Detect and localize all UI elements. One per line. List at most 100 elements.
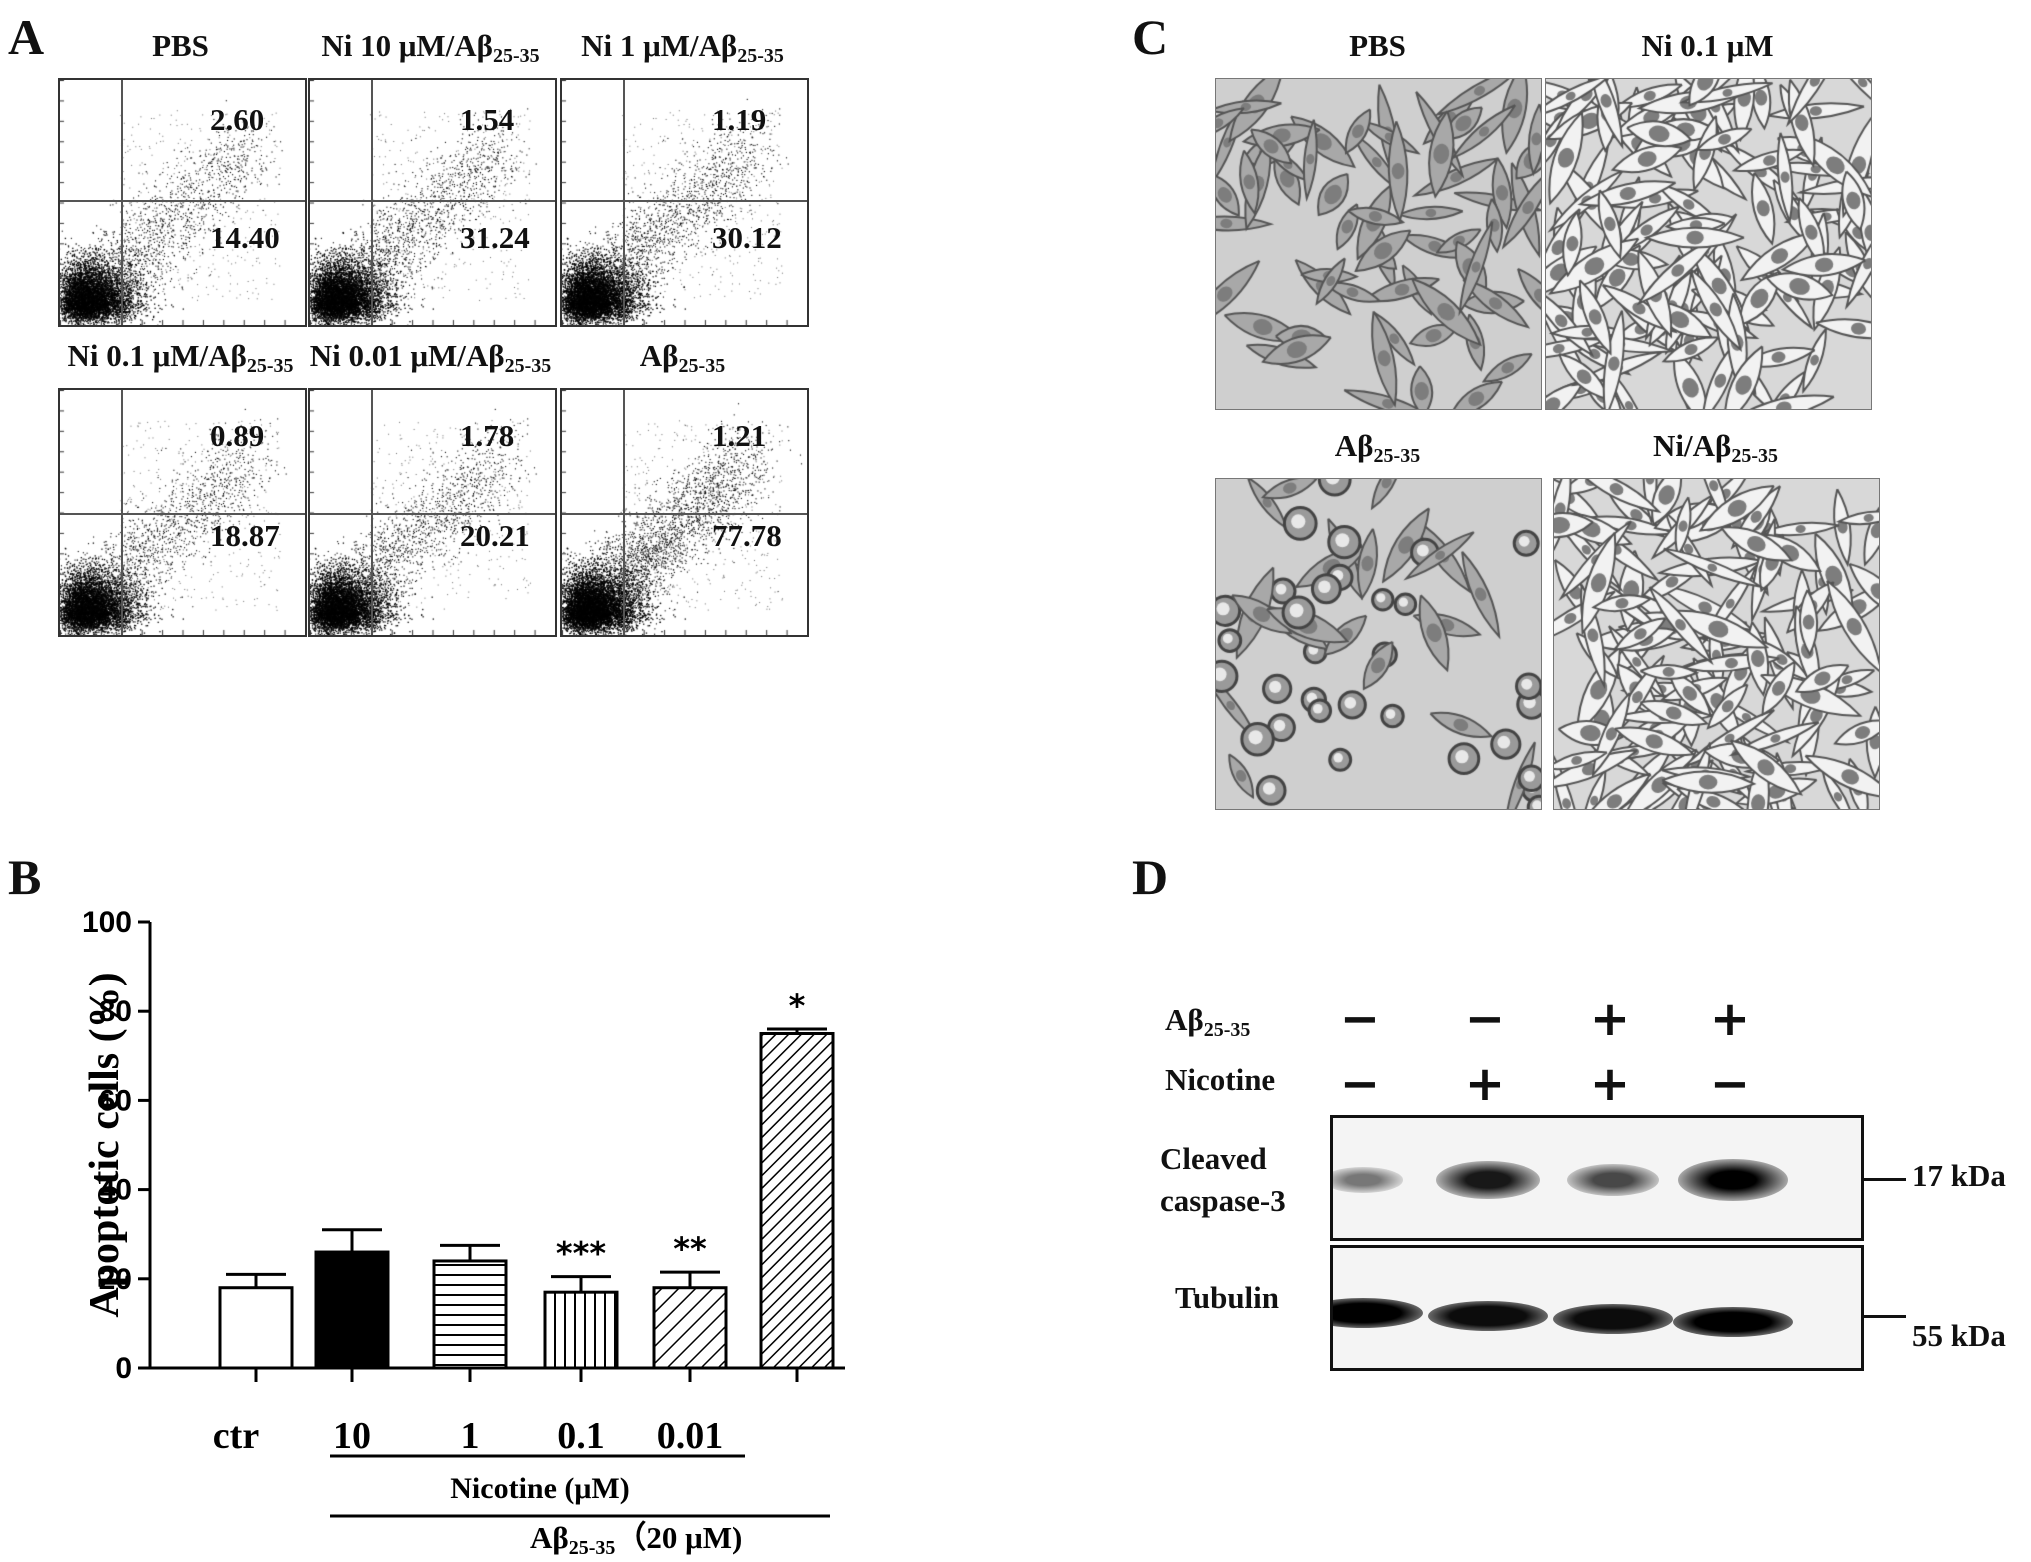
upper-right-percentage: 1.78 xyxy=(460,418,515,453)
lower-right-percentage: 20.21 xyxy=(460,518,530,553)
micrograph-image xyxy=(1553,478,1880,810)
caspase-band xyxy=(1567,1163,1659,1197)
label-tubulin: Tubulin xyxy=(1175,1280,1280,1315)
sign-abeta-lane-4: + xyxy=(1709,991,1751,1047)
micrograph-title: Aβ25-35 xyxy=(1334,428,1421,467)
bar xyxy=(432,1259,508,1370)
quadrant-divider-horizontal xyxy=(310,200,555,203)
flow-plot-title: PBS xyxy=(152,28,209,63)
panel-d-label: D xyxy=(1132,849,1169,905)
tubulin-band xyxy=(1673,1307,1793,1337)
bar xyxy=(543,1290,619,1370)
marker-17kda: 17 kDa xyxy=(1912,1158,2006,1193)
abeta-label: Aβ xyxy=(530,1520,569,1555)
bar xyxy=(314,1250,390,1370)
upper-right-percentage: 0.89 xyxy=(210,418,265,453)
flow-plot: 0.89 18.87 xyxy=(58,388,307,637)
significance-marker: ** xyxy=(673,1230,707,1268)
flow-plot-title: Ni 0.1 μM/Aβ25-35 xyxy=(67,338,294,377)
marker-line-55kda xyxy=(1862,1315,1906,1318)
lower-right-percentage: 18.87 xyxy=(210,518,280,553)
quadrant-divider-horizontal xyxy=(310,512,555,515)
lower-right-percentage: 31.24 xyxy=(460,220,530,255)
abeta-concentration: （20 μM) xyxy=(615,1520,742,1555)
row-label-abeta: Aβ25-35 xyxy=(1165,1002,1251,1041)
caspase-band xyxy=(1436,1160,1540,1200)
flow-plot-title: Ni 0.01 μM/Aβ25-35 xyxy=(309,338,552,377)
quadrant-divider-horizontal xyxy=(562,512,807,515)
micrograph-title: Ni/Aβ25-35 xyxy=(1652,428,1778,467)
flow-plot: 2.60 14.40 xyxy=(58,78,307,327)
category-label: ctr xyxy=(213,1415,260,1457)
upper-right-percentage: 2.60 xyxy=(210,102,265,137)
micrograph-image xyxy=(1215,78,1542,410)
tubulin-band xyxy=(1333,1298,1423,1328)
western-blot-panel: Aβ25-35 Nicotine − − + + − + + − Cleaved caspas… xyxy=(1150,960,2031,1380)
flow-plot: 1.54 31.24 xyxy=(308,78,557,327)
quadrant-divider-vertical xyxy=(371,80,374,325)
upper-right-percentage: 1.54 xyxy=(460,102,515,137)
upper-right-percentage: 1.21 xyxy=(712,418,767,453)
abeta-group-label: Aβ25-35（20 μM) xyxy=(530,1520,742,1557)
sign-abeta-lane-1: − xyxy=(1339,991,1381,1047)
micrograph-image xyxy=(1215,478,1542,810)
y-tick-label: 40 xyxy=(99,1174,132,1207)
lower-right-percentage: 14.40 xyxy=(210,220,280,255)
marker-55kda: 55 kDa xyxy=(1912,1318,2006,1353)
y-tick-label: 60 xyxy=(99,1084,132,1117)
flow-plot: 1.19 30.12 xyxy=(560,78,809,327)
category-label: 0.1 xyxy=(557,1415,605,1457)
y-tick-label: 100 xyxy=(82,906,132,939)
blot-tubulin xyxy=(1330,1245,1864,1371)
y-tick-label: 20 xyxy=(99,1263,132,1296)
nicotine-group-label: Nicotine (μM) xyxy=(450,1472,629,1505)
quadrant-divider-horizontal xyxy=(60,200,305,203)
bar xyxy=(759,1032,835,1370)
significance-marker: * xyxy=(789,987,806,1025)
bar-chart-panel: 0 20 40 60 80 100 Apoptotic cells (%) ctr 10 1 ***… xyxy=(0,880,1100,1559)
lower-right-percentage: 77.78 xyxy=(712,518,782,553)
flow-plot-title: Ni 1 μM/Aβ25-35 xyxy=(581,28,784,67)
micrograph-title: Ni 0.1 μM xyxy=(1641,28,1774,63)
y-tick-label: 0 xyxy=(115,1352,132,1385)
category-label: 1 xyxy=(461,1415,480,1457)
panel-a-label: A xyxy=(8,9,45,65)
sign-nicotine-lane-4: − xyxy=(1709,1056,1751,1112)
sign-abeta-lane-3: + xyxy=(1589,991,1631,1047)
row-label-nicotine: Nicotine xyxy=(1165,1062,1276,1097)
quadrant-divider-horizontal xyxy=(562,200,807,203)
y-axis-label: Apoptotic cells (%) xyxy=(82,972,128,1317)
label-cleaved-caspase3: Cleaved caspase-3 xyxy=(1160,1141,1286,1218)
micrograph-image xyxy=(1545,78,1872,410)
flow-plot-title: Aβ25-35 xyxy=(639,338,726,377)
y-tick-label: 80 xyxy=(99,995,132,1028)
sign-nicotine-lane-3: + xyxy=(1589,1056,1631,1112)
sign-abeta-lane-2: − xyxy=(1464,991,1506,1047)
sign-nicotine-lane-2: + xyxy=(1464,1056,1506,1112)
quadrant-divider-horizontal xyxy=(60,512,305,515)
quadrant-divider-vertical xyxy=(121,80,124,325)
quadrant-divider-vertical xyxy=(623,80,626,325)
caspase-band xyxy=(1678,1159,1788,1201)
category-label: 10 xyxy=(333,1415,371,1457)
flow-plot-title: Ni 10 μM/Aβ25-35 xyxy=(321,28,540,67)
panel-c-label: C xyxy=(1132,9,1169,65)
tubulin-band xyxy=(1553,1304,1673,1334)
category-label: 0.01 xyxy=(657,1415,724,1457)
sign-nicotine-lane-1: − xyxy=(1339,1056,1381,1112)
panel-b-label: B xyxy=(8,849,42,905)
flow-plot: 1.21 77.78 xyxy=(560,388,809,637)
upper-right-percentage: 1.19 xyxy=(712,102,767,137)
bar xyxy=(652,1286,728,1370)
bar xyxy=(218,1286,294,1370)
lower-right-percentage: 30.12 xyxy=(712,220,782,255)
caspase-band xyxy=(1333,1167,1403,1193)
significance-marker: *** xyxy=(556,1235,606,1273)
marker-line-17kda xyxy=(1862,1178,1906,1181)
flow-plot: 1.78 20.21 xyxy=(308,388,557,637)
abeta-subscript: 25-35 xyxy=(569,1537,616,1557)
blot-cleaved-caspase3 xyxy=(1330,1115,1864,1241)
micrograph-title: PBS xyxy=(1349,28,1406,63)
tubulin-band xyxy=(1428,1301,1548,1331)
